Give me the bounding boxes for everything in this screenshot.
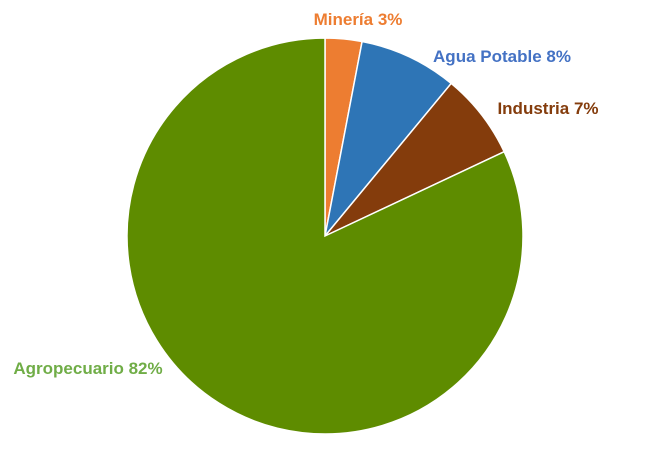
pie-slices: [126, 37, 524, 435]
pie-slice-agua-potable[interactable]: [324, 40, 453, 237]
data-label-agua-potable: Agua Potable 8%: [433, 47, 571, 66]
data-label-industria: Industria 7%: [497, 99, 598, 118]
data-label-mineria: Minería 3%: [314, 10, 403, 29]
data-label-agropecuario: Agropecuario 82%: [13, 359, 162, 378]
data-labels: Minería 3% Agua Potable 8% Industria 7% …: [13, 10, 598, 378]
pie-slice-agropecuario[interactable]: [126, 37, 524, 435]
